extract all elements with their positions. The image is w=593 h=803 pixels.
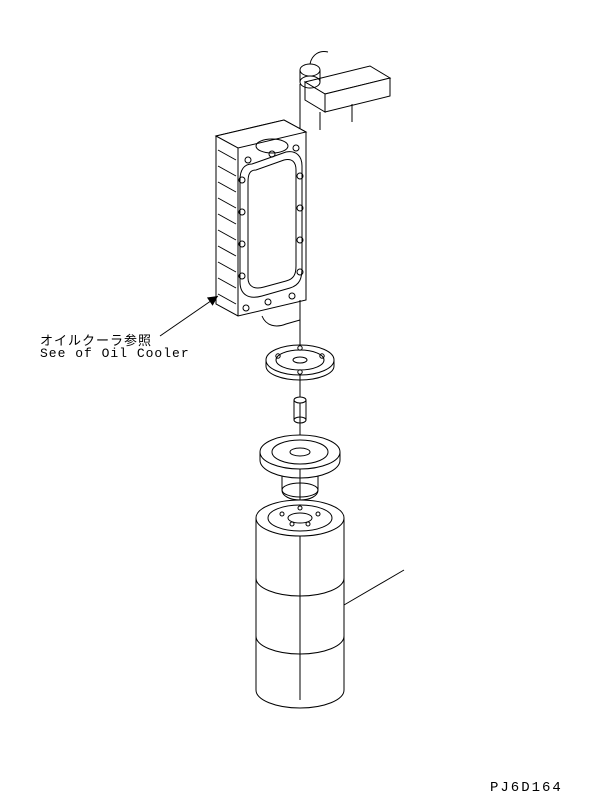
diagram-canvas: オイルクーラ参照 See of Oil Cooler PJ6D164 xyxy=(0,0,593,803)
oil-cooler-housing xyxy=(216,120,306,326)
callout-arrow-oilcooler xyxy=(160,296,218,336)
leader-filter xyxy=(344,570,404,605)
drawing-code: PJ6D164 xyxy=(490,780,563,796)
top-valve xyxy=(300,52,390,131)
upper-plate xyxy=(266,345,334,380)
label-oil-cooler-en: See of Oil Cooler xyxy=(40,346,190,361)
diagram-svg xyxy=(0,0,593,803)
